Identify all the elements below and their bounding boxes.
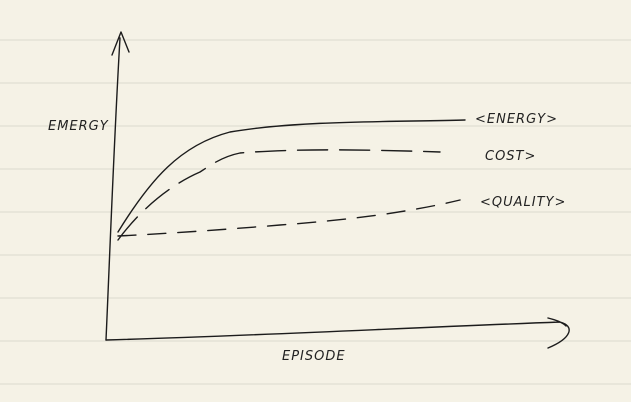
ruled-lines — [0, 39, 631, 385]
quality-curve — [117, 199, 461, 237]
curve-label: COST> — [485, 149, 536, 164]
cost-curve — [117, 149, 441, 241]
curve-label: <QUALITY> — [480, 195, 566, 210]
y-axis-label: EMERGY — [48, 119, 109, 134]
curve-label: <ENERGY> — [475, 112, 558, 127]
x-axis — [105, 317, 570, 349]
energy-curve — [117, 119, 466, 233]
y-axis — [105, 31, 130, 341]
x-axis-label: EPISODE — [282, 349, 346, 364]
